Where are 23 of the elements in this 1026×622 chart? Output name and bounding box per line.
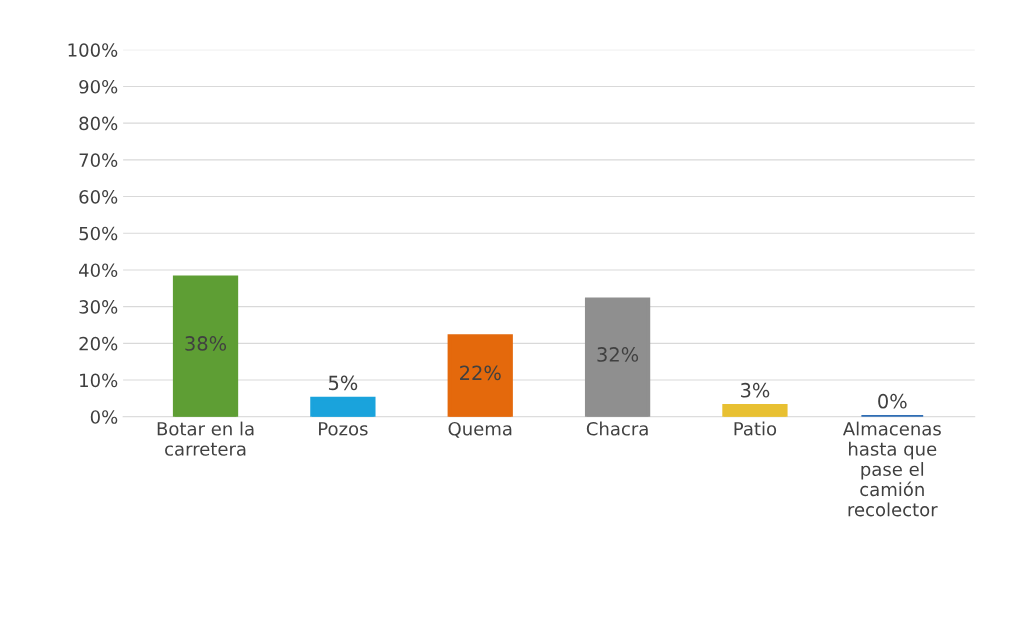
x-tick-label: Almacenas hasta que pase el camión recolector — [842, 421, 941, 517]
data-label: 0% — [878, 393, 907, 409]
data-label: 3% — [741, 382, 770, 398]
x-tick-label: Pozos — [319, 422, 368, 436]
x-tick-label: Quema — [448, 421, 512, 438]
y-tick-label: 10% — [80, 373, 118, 388]
data-label: 38% — [185, 336, 227, 351]
y-tick-label: 70% — [79, 153, 118, 167]
y-tick-label: 100% — [68, 43, 118, 57]
x-tick-label: Chacra — [586, 421, 648, 436]
y-tick-label: 40% — [79, 263, 118, 278]
y-tick-label: 30% — [79, 300, 118, 314]
x-tick-label: Botar en la carretera — [157, 421, 254, 456]
data-label: 32% — [597, 347, 639, 362]
data-label: 5% — [328, 375, 358, 391]
y-tick-label: 50% — [79, 226, 118, 241]
y-tick-label: 80% — [79, 116, 118, 131]
y-tick-label: 0% — [90, 410, 118, 424]
y-tick-label: 90% — [79, 79, 118, 94]
y-tick-label: 60% — [79, 190, 118, 204]
x-tick-label: Patio — [734, 421, 777, 436]
y-tick-label: 20% — [79, 336, 118, 351]
data-label: 22% — [460, 365, 501, 381]
